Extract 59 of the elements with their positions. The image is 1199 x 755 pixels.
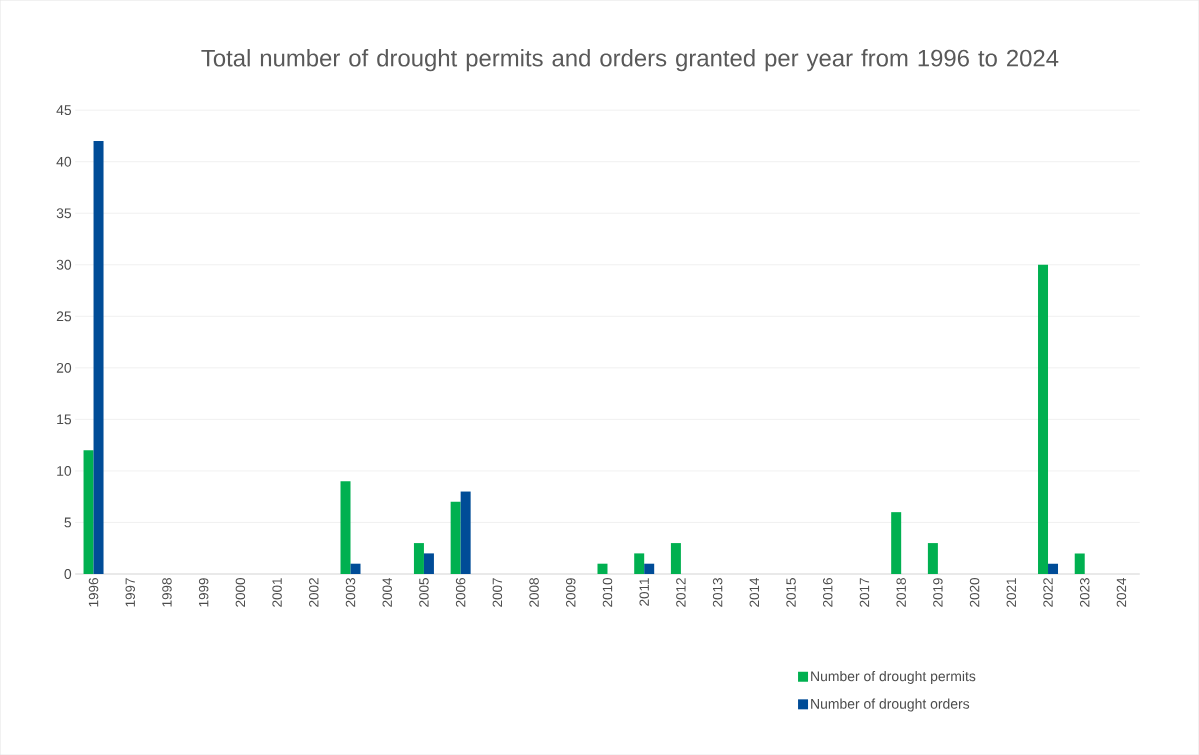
y-tick-label: 45 [56, 105, 72, 115]
x-tick-label: 2003 [345, 578, 356, 607]
x-tick-label: 2024 [1116, 577, 1127, 607]
x-tick-label: 2010 [602, 577, 613, 607]
x-tick-label: 2019 [933, 578, 943, 607]
bar [670, 543, 681, 574]
bar [93, 141, 104, 574]
bar [634, 553, 645, 574]
y-tick-label: 5 [64, 517, 72, 528]
y-tick-label: 40 [56, 156, 72, 167]
x-tick-label: 2016 [822, 578, 833, 607]
y-tick-label: 20 [56, 362, 72, 373]
bar [1074, 553, 1085, 574]
x-tick-label: 2008 [529, 578, 539, 607]
y-tick-label: 0 [64, 568, 72, 579]
bar [450, 501, 461, 574]
x-tick-label: 1999 [198, 578, 209, 607]
x-tick-label: 2012 [676, 578, 686, 607]
chart-title: Total number of drought permits and orders granted per year from 1996 to 2024 [201, 48, 1059, 72]
legend-label: Number of drought permits [811, 670, 976, 684]
x-tick-label: 2017 [859, 578, 870, 607]
x-tick-label: 2015 [786, 578, 796, 607]
x-tick-label: 1997 [125, 578, 135, 607]
x-tick-label: 2023 [1079, 578, 1090, 607]
bar [350, 563, 361, 574]
bar [1038, 264, 1049, 574]
y-tick-label: 25 [56, 311, 72, 322]
x-tick-label: 2013 [712, 578, 723, 607]
x-tick-label: 2014 [749, 577, 760, 607]
x-tick-label: 2020 [969, 577, 980, 607]
bar [644, 563, 655, 574]
y-tick-label: 10 [57, 465, 72, 476]
bar [927, 543, 938, 574]
x-tick-label: 1996 [88, 578, 99, 607]
bar [1048, 563, 1059, 574]
x-tick-label: 2009 [566, 578, 576, 607]
y-tick-label: 30 [56, 259, 72, 270]
x-tick-label: 2022 [1043, 578, 1053, 607]
x-tick-label: 2002 [309, 578, 319, 607]
y-tick-label: 15 [57, 414, 72, 425]
legend-label: Number of drought orders [811, 698, 970, 712]
x-tick-label: 2011 [639, 578, 649, 606]
x-tick-label: 2001 [272, 578, 282, 607]
bar [340, 481, 351, 574]
x-tick-label: 2004 [382, 577, 392, 607]
x-tick-label: 2000 [235, 577, 246, 607]
x-tick-label: 2018 [896, 578, 906, 607]
bar [423, 553, 434, 574]
bar [597, 563, 608, 574]
bar [891, 512, 902, 574]
bar [413, 543, 424, 574]
bar [460, 491, 471, 574]
x-tick-label: 2006 [455, 578, 466, 607]
bar [83, 450, 94, 574]
y-tick-label: 35 [56, 208, 72, 219]
x-tick-label: 2005 [419, 578, 429, 607]
x-tick-label: 1998 [162, 578, 172, 607]
x-tick-label: 2007 [492, 578, 503, 607]
x-tick-label: 2021 [1006, 578, 1017, 607]
